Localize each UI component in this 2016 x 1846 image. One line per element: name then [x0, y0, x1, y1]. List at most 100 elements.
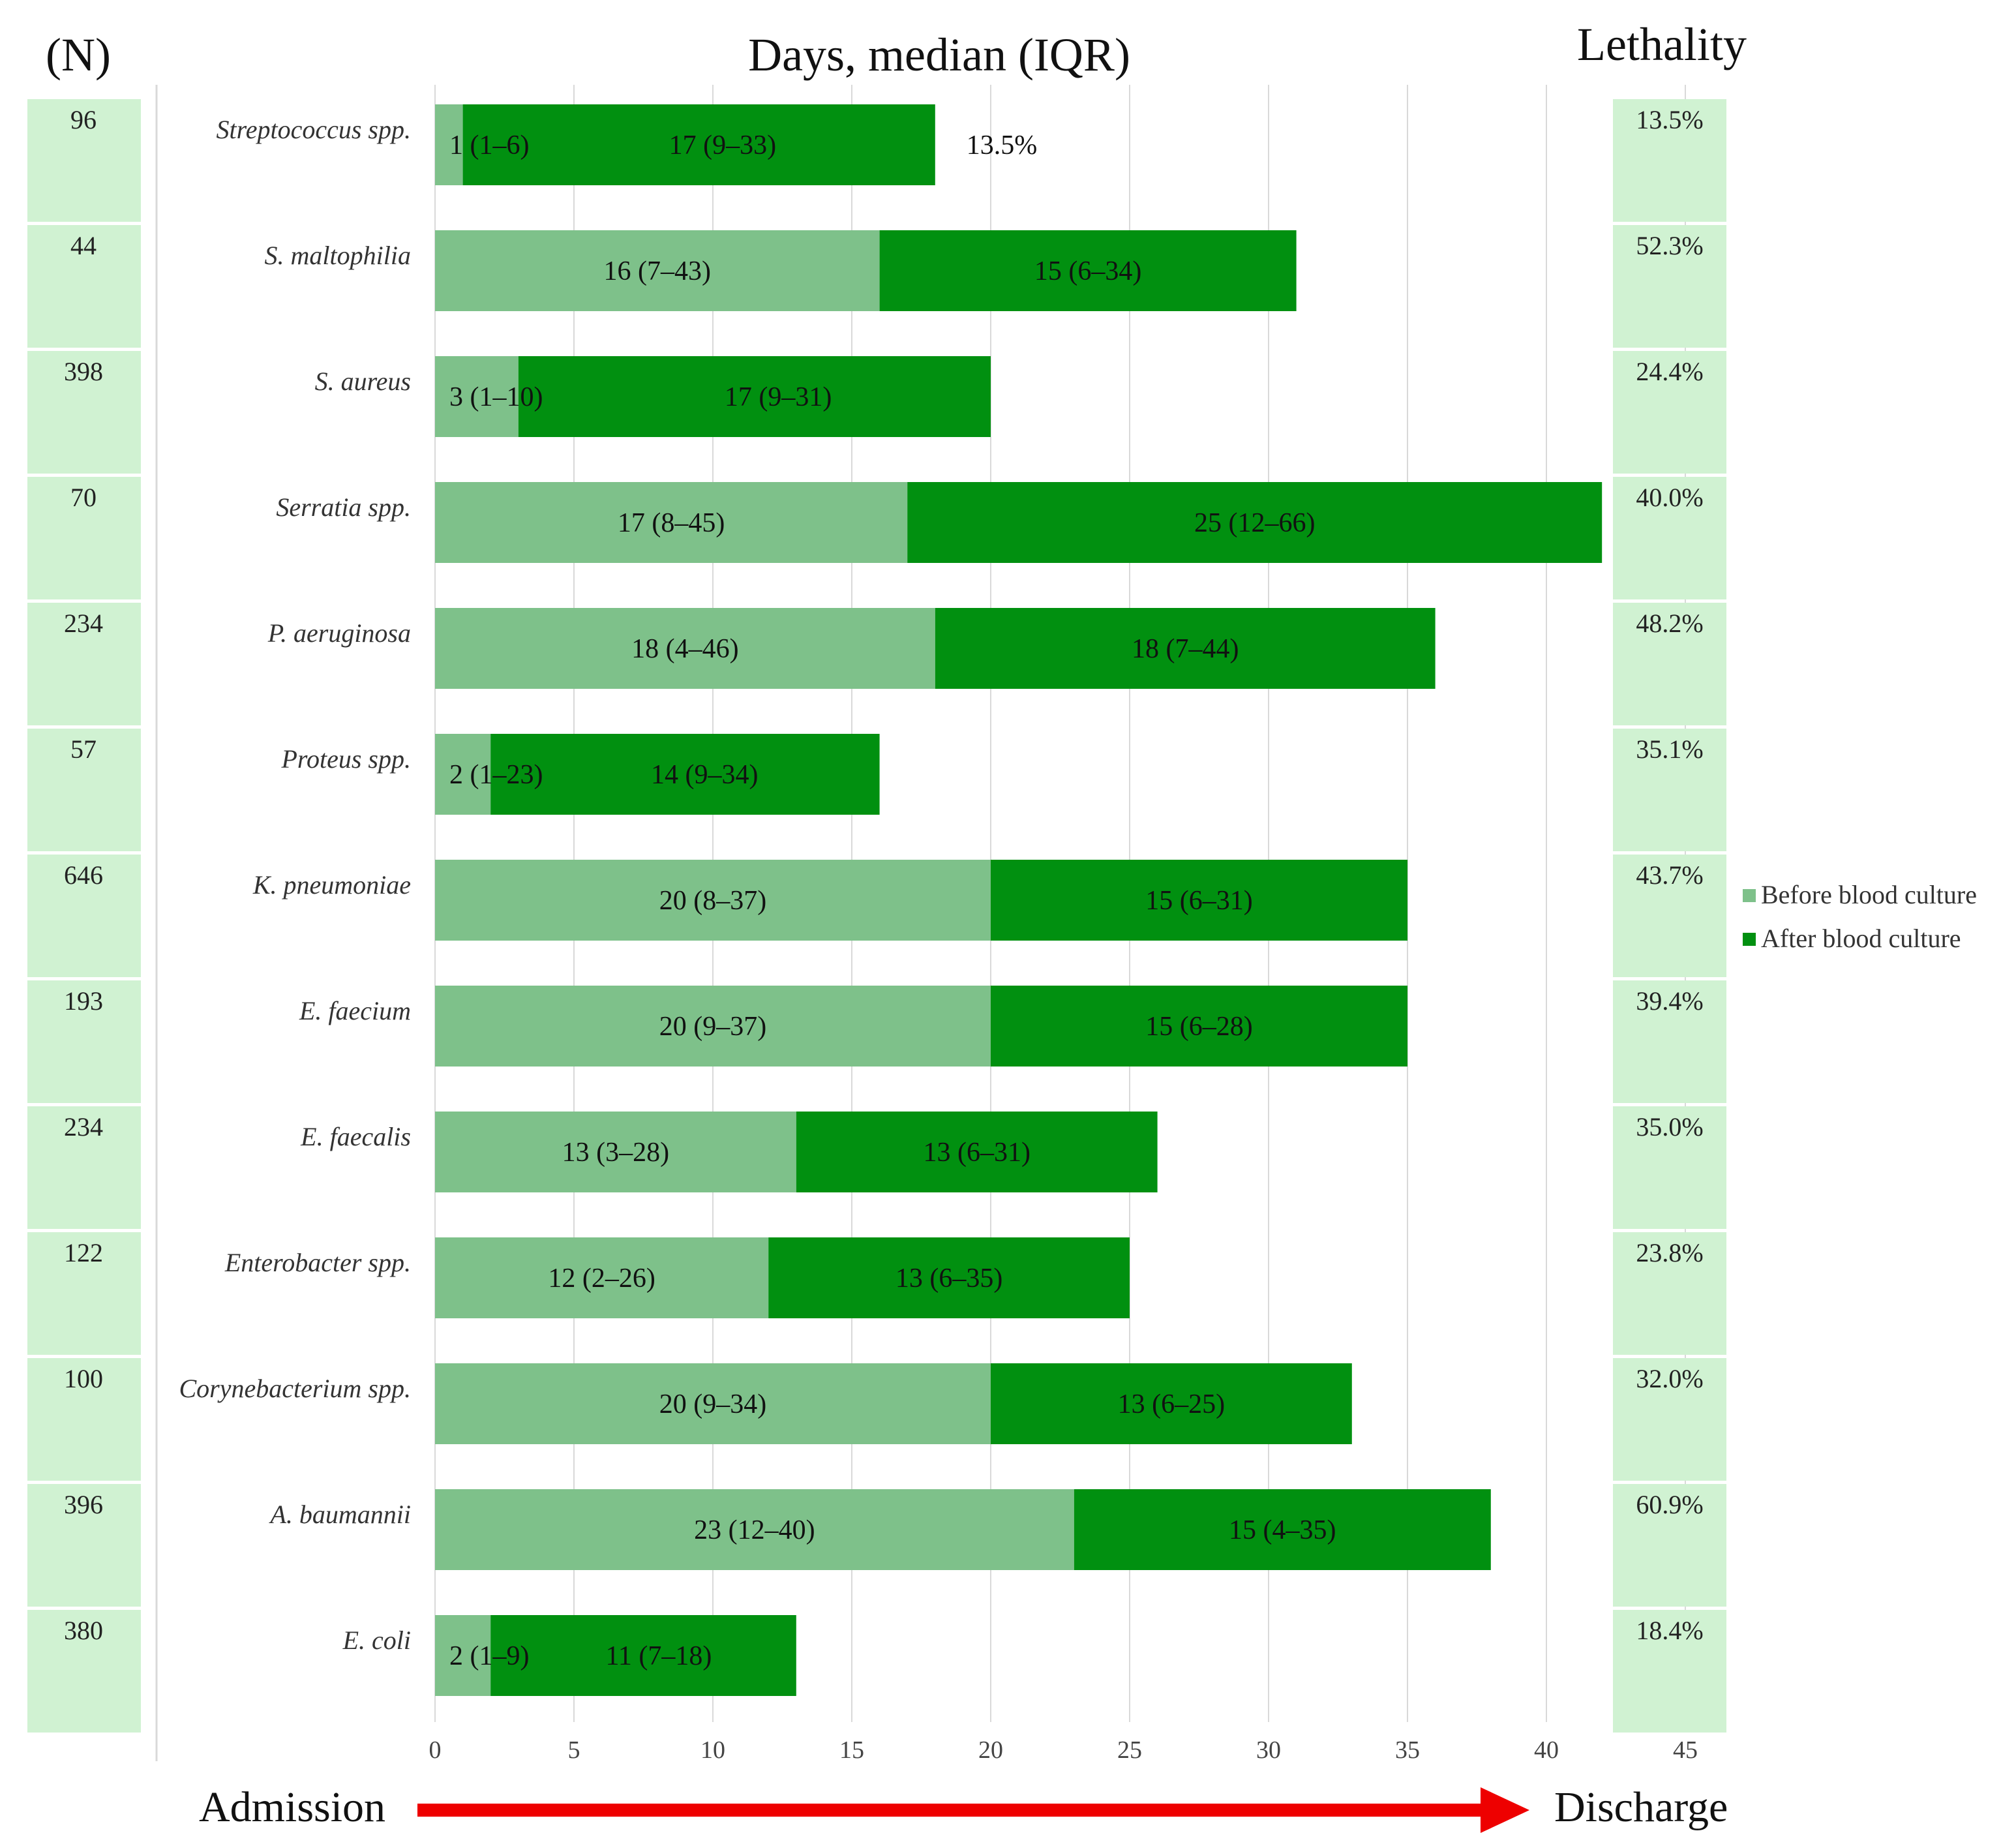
n-value: 380: [64, 1616, 103, 1645]
n-value: 396: [64, 1490, 103, 1519]
bar-label-after: 15 (6–28): [1145, 1012, 1252, 1042]
x-tick-label-35: 35: [1395, 1736, 1420, 1764]
lethality-box: [1613, 855, 1726, 977]
n-box: [27, 477, 141, 599]
category-label: A. baumannii: [268, 1500, 411, 1529]
n-box: [27, 855, 141, 977]
timeline-end-label: Discharge: [1554, 1783, 1728, 1831]
lethality-value: 48.2%: [1636, 609, 1703, 638]
category-label: E. faecalis: [300, 1122, 411, 1151]
x-tick-label-10: 10: [700, 1736, 725, 1764]
n-value: 44: [70, 231, 97, 260]
n-value: 57: [70, 734, 97, 764]
bar-before-blood-culture: [435, 1363, 991, 1444]
bar-after-blood-culture: [991, 1363, 1352, 1444]
n-value: 398: [64, 357, 103, 386]
bar-before-blood-culture: [435, 230, 880, 311]
lethality-box: [1613, 729, 1726, 851]
lethality-box: [1613, 603, 1726, 725]
bar-label-after: 11 (7–18): [605, 1641, 712, 1671]
timeline-arrow: [417, 1787, 1529, 1833]
bar-label-after: 25 (12–66): [1194, 508, 1315, 538]
x-tick-label-25: 25: [1117, 1736, 1142, 1764]
lethality-value: 60.9%: [1636, 1490, 1703, 1519]
legend: Before blood culture After blood culture: [1743, 880, 1977, 953]
lethality-value: 40.0%: [1636, 483, 1703, 512]
bar-after-blood-culture: [935, 608, 1436, 689]
category-label: Proteus spp.: [280, 744, 411, 774]
x-tick-label-30: 30: [1256, 1736, 1281, 1764]
bar-before-blood-culture: [435, 1112, 796, 1192]
bar-label-after: 15 (6–34): [1034, 256, 1141, 286]
bar-after-blood-culture: [462, 104, 935, 185]
lethality-box: [1613, 1610, 1726, 1733]
category-label: Corynebacterium spp.: [179, 1374, 411, 1403]
n-box: [27, 603, 141, 725]
bar-after-blood-culture: [991, 986, 1407, 1067]
bar-label-before: 12 (2–26): [548, 1263, 655, 1294]
bar-label-before: 2 (1–23): [449, 760, 543, 790]
lethality-value: 32.0%: [1636, 1364, 1703, 1393]
lethality-value: 43.7%: [1636, 860, 1703, 890]
n-value: 193: [64, 986, 103, 1016]
bar-label-after: 17 (9–31): [725, 382, 832, 412]
bar-label-after: 15 (4–35): [1229, 1515, 1336, 1545]
lethality-box: [1613, 1106, 1726, 1229]
bars: 1 (1–6) 17 (9–33) 16 (7–43) 15 (6–34) 3 (1–1…: [435, 104, 1602, 1696]
x-tick-label-5: 5: [568, 1736, 580, 1764]
n-box: [27, 99, 141, 222]
lethality-box: [1613, 1358, 1726, 1481]
n-box: [27, 351, 141, 474]
n-box: [27, 729, 141, 851]
bar-after-blood-culture: [1074, 1489, 1491, 1570]
category-label: Streptococcus spp.: [217, 115, 411, 144]
n-value: 96: [70, 105, 97, 134]
lethality-value: 39.4%: [1636, 986, 1703, 1016]
category-label: P. aeruginosa: [267, 618, 411, 648]
bar-label-after: 15 (6–31): [1145, 886, 1252, 916]
bar-label-before: 23 (12–40): [694, 1515, 815, 1545]
legend-swatch-after: [1743, 933, 1756, 946]
bar-after-blood-culture: [907, 482, 1602, 563]
bar-before-blood-culture: [435, 608, 935, 689]
lethality-value: 35.0%: [1636, 1112, 1703, 1142]
bar-before-blood-culture: [435, 734, 491, 815]
lethality-header: Lethality: [1577, 18, 1747, 70]
bar-label-before: 2 (1–9): [449, 1641, 529, 1671]
n-column: 96 44 398 70 234 57 646 193 234 122 100 396 380: [27, 99, 141, 1733]
category-label: E. faecium: [299, 996, 411, 1025]
bar-label-after: 13 (6–31): [923, 1138, 1030, 1168]
n-value: 234: [64, 609, 103, 638]
lethality-value: 18.4%: [1636, 1616, 1703, 1645]
lethality-value: 24.4%: [1636, 357, 1703, 386]
bar-label-before: 18 (4–46): [631, 634, 738, 664]
category-label: K. pneumoniae: [252, 870, 411, 900]
bar-before-blood-culture: [435, 1615, 491, 1696]
lethality-value: 35.1%: [1636, 734, 1703, 764]
category-label: S. maltophilia: [265, 241, 411, 270]
bar-label-before: 3 (1–10): [449, 382, 543, 412]
n-header: (N): [46, 29, 111, 81]
n-box: [27, 1232, 141, 1355]
bar-before-blood-culture: [435, 356, 519, 437]
n-box: [27, 225, 141, 348]
bar-label-after: 13 (6–25): [1118, 1389, 1225, 1419]
x-tick-label-40: 40: [1534, 1736, 1559, 1764]
timeline-arrow-head: [1481, 1787, 1529, 1833]
lethality-box: [1613, 351, 1726, 474]
n-value: 646: [64, 860, 103, 890]
timeline-arrow-shaft: [417, 1804, 1487, 1817]
bar-label-after: 18 (7–44): [1132, 634, 1239, 664]
category-labels: Streptococcus spp. S. maltophilia S. aureu…: [179, 115, 411, 1655]
lethality-box: [1613, 980, 1726, 1103]
n-value: 234: [64, 1112, 103, 1142]
n-box: [27, 1484, 141, 1607]
bar-before-blood-culture: [435, 1237, 769, 1318]
x-tick-label-15: 15: [839, 1736, 864, 1764]
n-value: 70: [70, 483, 97, 512]
bar-after-blood-culture: [490, 1615, 796, 1696]
x-tick-label-45: 45: [1673, 1736, 1698, 1764]
bar-before-blood-culture: [435, 482, 908, 563]
n-box: [27, 1610, 141, 1733]
n-value: 122: [64, 1238, 103, 1267]
